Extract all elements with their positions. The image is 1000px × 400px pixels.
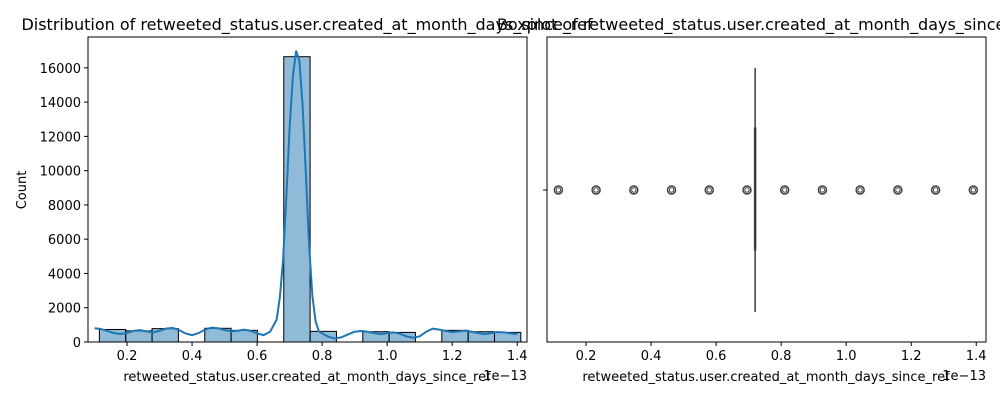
histogram-ylabel: Count [15, 171, 30, 210]
x-tick-label: 0.6 [247, 349, 268, 364]
outlier-point [893, 185, 903, 195]
outlier-point-inner [555, 187, 562, 193]
outlier-point-inner [970, 187, 977, 193]
x-tick-label: 0.6 [706, 349, 727, 364]
outlier-point [779, 185, 790, 195]
histogram-bar [98, 328, 127, 343]
boxplot-x-offset: 1e−13 [942, 369, 986, 384]
histogram-xlabel: retweeted_status.user.created_at_month_d… [123, 370, 491, 385]
outlier-point [855, 185, 865, 195]
boxplot-panel: Boxplot of retweeted_status.user.created… [497, 15, 1000, 385]
y-tick-label: 8000 [48, 199, 81, 214]
outlier-point [704, 185, 715, 195]
x-tick-label: 1.4 [507, 349, 528, 364]
y-tick-label: 6000 [48, 233, 81, 248]
outlier-point [553, 185, 564, 195]
x-axis-ticks: 0.2 0.4 0.6 0.8 1.0 1.2 1.4 [576, 342, 987, 364]
outlier-point-inner [744, 187, 750, 193]
outlier-point [666, 185, 677, 195]
outlier-point-inner [857, 187, 863, 193]
x-axis-ticks: 0.2 0.4 0.6 0.8 1.0 1.2 1.4 [117, 342, 528, 364]
outlier-point-inner [819, 187, 826, 193]
outlier-point [742, 185, 752, 195]
x-tick-label: 1.0 [377, 349, 398, 364]
histogram-bar [151, 328, 179, 343]
y-tick-label: 0 [73, 336, 81, 351]
outlier-point-inner [895, 187, 901, 193]
outlier-point-inner [631, 187, 637, 193]
x-tick-label: 0.8 [771, 349, 792, 364]
outlier-point [629, 185, 639, 195]
outlier-point [817, 185, 828, 195]
x-tick-label: 0.2 [576, 349, 597, 364]
histogram-x-offset: 1e−13 [483, 369, 527, 384]
boxplot-axes-frame [546, 36, 987, 343]
histogram-panel: Distribution of retweeted_status.user.cr… [15, 15, 593, 385]
x-tick-label: 1.2 [901, 349, 922, 364]
kde-curve [94, 50, 518, 340]
x-tick-label: 0.4 [641, 349, 662, 364]
boxplot-xlabel: retweeted_status.user.created_at_month_d… [582, 370, 950, 385]
x-tick-label: 0.2 [117, 349, 138, 364]
x-tick-label: 0.4 [182, 349, 203, 364]
y-tick-label: 10000 [40, 165, 81, 180]
y-tick-label: 2000 [48, 302, 81, 317]
boxplot-title: Boxplot of retweeted_status.user.created… [497, 15, 1000, 35]
outlier-point-inner [782, 187, 788, 193]
histogram-axes-frame [87, 36, 528, 343]
outlier-point-inner [932, 187, 939, 193]
boxplot-outliers [553, 185, 979, 195]
y-tick-label: 12000 [40, 130, 81, 145]
outlier-point [930, 185, 941, 195]
histogram-bars [98, 56, 522, 343]
y-tick-label: 16000 [40, 62, 81, 77]
y-tick-label: 4000 [48, 267, 81, 282]
x-tick-label: 0.8 [312, 349, 333, 364]
outlier-point [591, 185, 601, 195]
outlier-point-inner [668, 187, 675, 193]
y-tick-label: 14000 [40, 96, 81, 111]
y-axis-ticks: 0 2000 4000 6000 8000 10000 12000 14000 16000 [40, 62, 88, 351]
x-tick-label: 1.2 [442, 349, 463, 364]
histogram-title: Distribution of retweeted_status.user.cr… [21, 15, 592, 35]
outlier-point [968, 185, 979, 195]
x-tick-label: 1.4 [966, 349, 987, 364]
histogram-bar [283, 56, 311, 343]
outlier-point-inner [706, 187, 712, 193]
outlier-point-inner [593, 187, 599, 193]
x-tick-label: 1.0 [836, 349, 857, 364]
boxplot-elements [753, 68, 757, 312]
